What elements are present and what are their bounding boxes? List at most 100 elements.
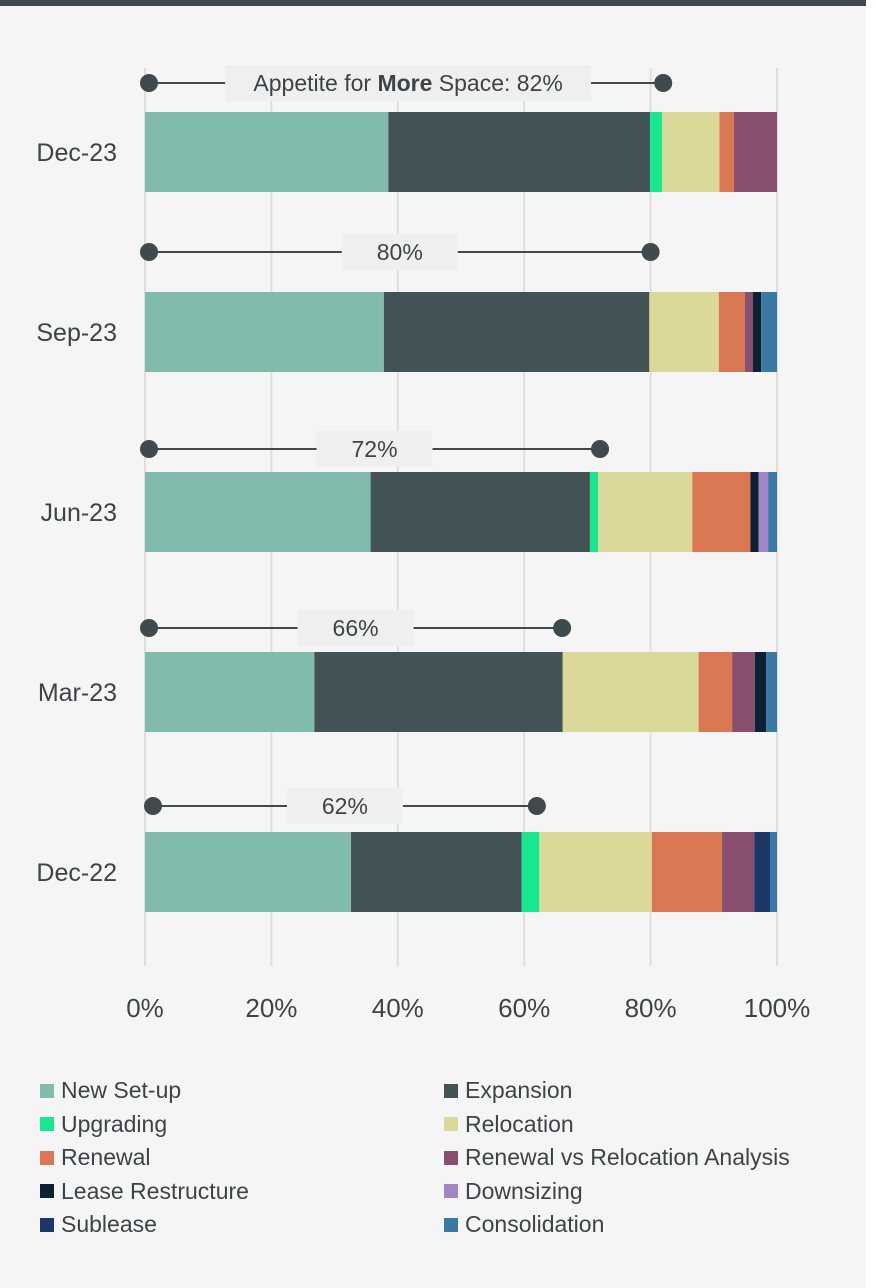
bar-segment	[145, 652, 315, 732]
appetite-end-dot	[527, 797, 546, 815]
appetite-start-dot	[140, 74, 158, 92]
bar-segment	[661, 112, 720, 192]
appetite-end-dot	[654, 74, 673, 92]
category-label: Dec-23	[36, 139, 117, 167]
legend-swatch	[40, 1184, 54, 1199]
stacked-bar-chart: 0% 20% 40% 60% 80% 100% Dec-23 Sep-23 Jun-23 Mar-…	[36, 65, 811, 1023]
legend-item: Expansion	[444, 1074, 848, 1108]
appetite-label: Appetite for More Space: 82%	[253, 70, 562, 96]
appetite-end-dot	[553, 619, 572, 637]
bar-segment	[145, 472, 371, 552]
legend-item: Renewal	[40, 1141, 444, 1175]
bar-segment	[145, 832, 352, 912]
category-label: Sep-23	[36, 319, 117, 347]
bar-segment	[744, 292, 753, 372]
bar-segment	[539, 832, 652, 912]
bar-segment	[768, 472, 777, 552]
bar-segment	[314, 652, 563, 732]
legend-swatch	[40, 1217, 54, 1232]
legend-item: Consolidation	[444, 1208, 848, 1242]
legend-swatch	[444, 1117, 458, 1132]
legend-item: Renewal vs Relocation Analysis	[444, 1141, 848, 1175]
bar-segment	[761, 292, 777, 372]
bar-segment	[734, 112, 777, 192]
x-tick-label: 60%	[498, 993, 550, 1023]
bar-segment	[770, 832, 777, 912]
appetite-label-box	[341, 234, 458, 270]
appetite-end-dot	[641, 243, 660, 261]
bar-segment	[145, 112, 389, 192]
legend-item: Relocation	[444, 1108, 848, 1142]
category-label: Dec-22	[36, 859, 117, 887]
legend-item: Downsizing	[444, 1175, 848, 1209]
bar-segment	[383, 292, 650, 372]
legend-swatch	[444, 1184, 458, 1199]
appetite-label-box	[286, 788, 403, 824]
bar-segment	[649, 112, 662, 192]
legend-swatch	[444, 1150, 458, 1165]
appetite-end-dot	[591, 440, 610, 458]
bar-segment	[598, 472, 693, 552]
legend-label: Sublease	[61, 1211, 157, 1238]
bar-segment	[722, 832, 755, 912]
bar-segment	[589, 472, 599, 552]
bar-segment	[388, 112, 650, 192]
legend-label: Renewal vs Relocation Analysis	[465, 1144, 790, 1171]
x-tick-label: 0%	[126, 993, 164, 1023]
bar-segment	[692, 472, 751, 552]
legend-label: Renewal	[61, 1144, 151, 1171]
x-tick-label: 80%	[625, 993, 677, 1023]
appetite-start-dot	[140, 243, 158, 261]
legend-swatch	[40, 1150, 54, 1165]
category-label: Mar-23	[38, 679, 117, 707]
legend-label: Expansion	[465, 1077, 573, 1104]
legend-item: Upgrading	[40, 1108, 444, 1142]
bar-segment	[562, 652, 699, 732]
bar-segment	[370, 472, 590, 552]
legend-label: New Set-up	[61, 1077, 182, 1104]
legend-label: Lease Restructure	[61, 1177, 249, 1204]
appetite-label: 72%	[351, 436, 397, 462]
bar-segment	[145, 292, 384, 372]
category-label: Jun-23	[41, 499, 117, 527]
appetite-label: 66%	[333, 615, 379, 641]
bar-segment	[758, 472, 769, 552]
legend-swatch	[40, 1083, 54, 1098]
bar-segment	[754, 832, 771, 912]
appetite-start-dot	[140, 619, 158, 637]
legend-label: Consolidation	[465, 1211, 605, 1238]
appetite-start-dot	[140, 440, 158, 458]
legend-label: Upgrading	[61, 1110, 168, 1137]
appetite-label-box	[225, 65, 592, 101]
legend-label: Relocation	[465, 1110, 574, 1137]
appetite-label-box	[316, 431, 433, 467]
appetite-label-box	[297, 610, 414, 646]
x-tick-label: 40%	[372, 993, 424, 1023]
legend-swatch	[444, 1083, 458, 1098]
bar-segment	[649, 292, 719, 372]
bar-segment	[732, 652, 755, 732]
legend-item: Sublease	[40, 1208, 444, 1242]
appetite-label: 62%	[322, 793, 368, 819]
legend-item: Lease Restructure	[40, 1175, 444, 1209]
bar-segment	[719, 112, 735, 192]
legend-item: New Set-up	[40, 1074, 444, 1108]
bar-segment	[698, 652, 733, 732]
legend-swatch	[40, 1117, 54, 1132]
x-tick-label: 20%	[245, 993, 297, 1023]
x-tick-label: 100%	[744, 993, 811, 1023]
legend-label: Downsizing	[465, 1177, 583, 1204]
bar-segment	[766, 652, 777, 732]
bar-segment	[750, 472, 759, 552]
legend: New Set-up Expansion Upgrading Relocation Re…	[40, 1074, 850, 1242]
appetite-label: 80%	[377, 239, 423, 265]
bar-segment	[718, 292, 745, 372]
bar-segment	[754, 652, 767, 732]
bar-segment	[521, 832, 540, 912]
bar-segment	[651, 832, 723, 912]
legend-swatch	[444, 1217, 458, 1232]
bar-segment	[351, 832, 522, 912]
appetite-start-dot	[144, 797, 162, 815]
bar-segment	[752, 292, 762, 372]
